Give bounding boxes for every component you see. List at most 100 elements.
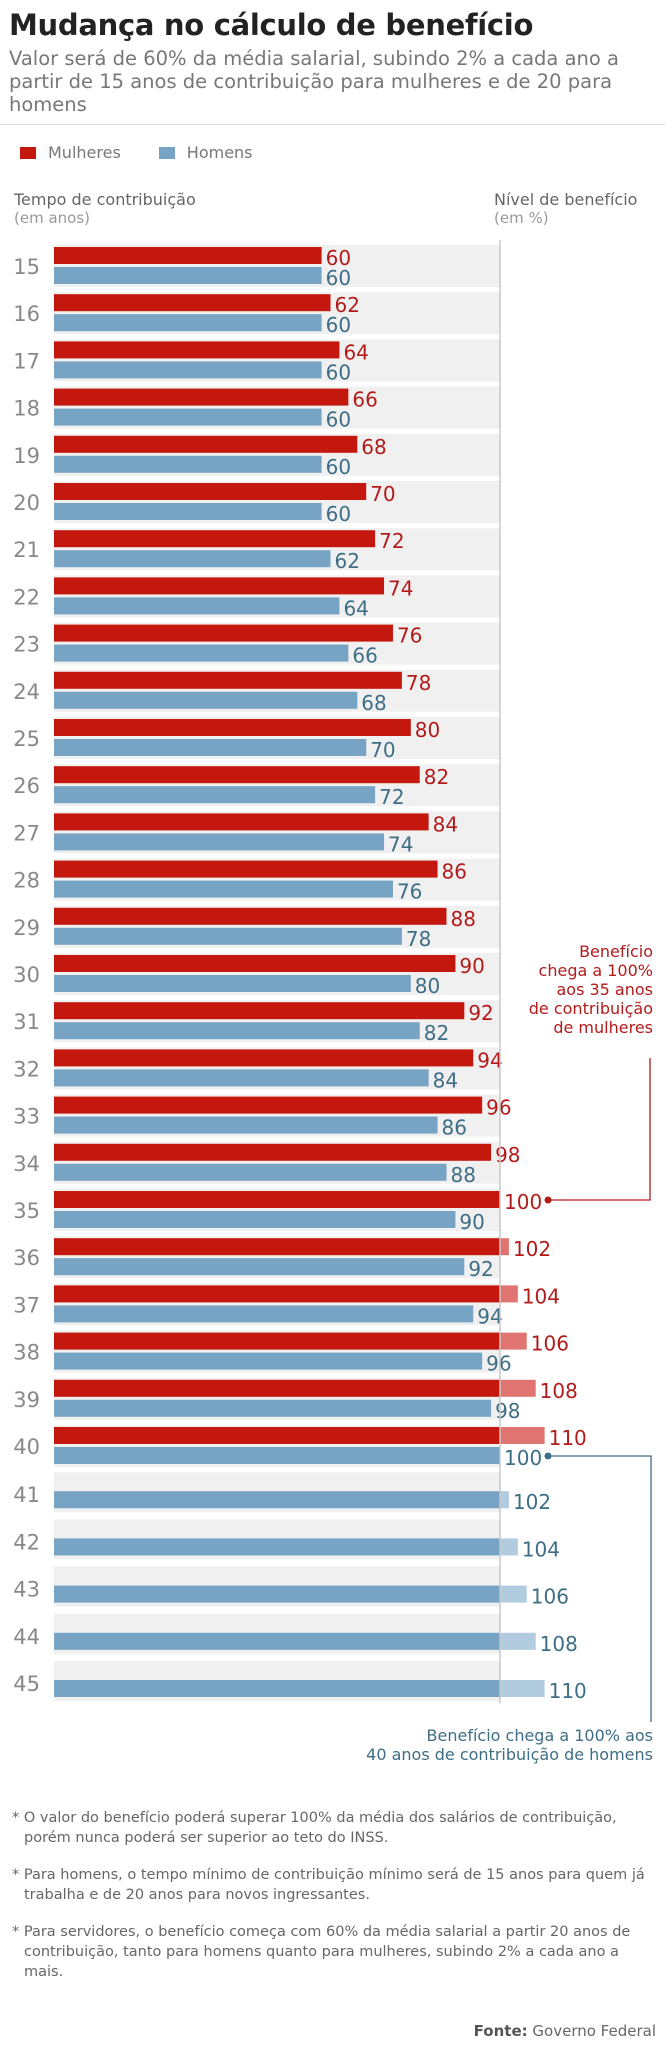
x-axis-title: Nível de benefício (em %) <box>494 190 637 228</box>
y-tick-label: 22 <box>13 585 40 609</box>
y-tick-label: 38 <box>13 1341 40 1365</box>
bar-women <box>54 577 385 595</box>
bar-overflow-men <box>500 1585 527 1603</box>
data-label-men: 62 <box>335 549 360 573</box>
data-label-women: 108 <box>540 1379 578 1403</box>
data-label-men: 78 <box>406 927 431 951</box>
bar-overflow-women <box>500 1379 536 1397</box>
bar-overflow-women <box>500 1427 545 1444</box>
callout-line: Benefício chega a 100% aos <box>426 1726 653 1745</box>
y-tick-label: 37 <box>13 1293 40 1317</box>
bar-men <box>54 503 322 520</box>
data-label-men: 60 <box>326 360 351 384</box>
bar-women <box>54 955 456 972</box>
bar-overflow-women <box>500 1238 509 1256</box>
legend-swatch-women <box>20 146 36 159</box>
bar-women <box>54 341 340 359</box>
legend-label-men: Homens <box>186 143 253 162</box>
data-label-men: 94 <box>477 1304 502 1328</box>
y-tick-label: 16 <box>13 302 40 326</box>
data-label-women: 104 <box>522 1284 560 1308</box>
data-label-men: 106 <box>531 1585 569 1609</box>
footnotes: * O valor do benefício poderá superar 10… <box>12 1808 657 1999</box>
bar-women <box>54 671 402 689</box>
data-label-men: 102 <box>513 1490 551 1514</box>
bar-men <box>54 1491 500 1509</box>
callout-men: Benefício chega a 100% aos 40 anos de con… <box>366 1726 653 1764</box>
bar-overflow-men <box>500 1632 536 1650</box>
data-label-men: 64 <box>343 596 368 620</box>
data-label-men: 60 <box>326 455 351 479</box>
bar-men <box>54 1352 483 1370</box>
y-tick-label: 23 <box>13 633 40 657</box>
data-label-women: 94 <box>477 1048 502 1072</box>
y-tick-label: 30 <box>13 963 40 987</box>
footnote: * O valor do benefício poderá superar 10… <box>12 1810 617 1846</box>
bar-women <box>54 530 376 548</box>
callout-line: 40 anos de contribuição de homens <box>366 1745 653 1764</box>
y-tick-label: 33 <box>13 1105 40 1129</box>
bar-overflow-women <box>500 1332 527 1350</box>
bar-women <box>54 294 331 312</box>
bar-men <box>54 927 402 945</box>
y-tick-label: 25 <box>13 727 40 751</box>
y-tick-label: 15 <box>13 255 40 279</box>
data-label-men: 72 <box>379 785 404 809</box>
bar-men <box>54 739 367 756</box>
legend-label-women: Mulheres <box>48 143 121 162</box>
bar-men <box>54 786 376 804</box>
data-label-women: 90 <box>459 954 484 978</box>
data-label-men: 88 <box>450 1163 475 1187</box>
data-label-men: 110 <box>549 1679 587 1703</box>
data-label-men: 68 <box>361 691 386 715</box>
callout-line: de mulheres <box>553 1018 653 1037</box>
bar-men <box>54 455 322 473</box>
y-tick-label: 17 <box>13 349 40 373</box>
bar-overflow-men <box>500 1538 518 1556</box>
bar-men <box>54 597 340 615</box>
bar-women <box>54 624 393 642</box>
data-label-men: 98 <box>495 1399 520 1423</box>
callout-women: Benefício chega a 100% aos 35 anos de contr… <box>529 942 653 1037</box>
data-label-women: 92 <box>468 1001 493 1025</box>
data-label-men: 76 <box>397 880 422 904</box>
source-value: Governo Federal <box>532 2022 656 2040</box>
data-label-men: 60 <box>326 408 351 432</box>
bar-women <box>54 1096 483 1114</box>
data-label-women: 106 <box>531 1332 569 1356</box>
data-label-women: 76 <box>397 624 422 648</box>
bar-men <box>54 1585 500 1603</box>
legend-item-men: Homens <box>158 143 253 162</box>
y-axis-title-unit: (em anos) <box>14 209 91 227</box>
y-tick-label: 41 <box>13 1483 40 1507</box>
bar-men <box>54 880 393 898</box>
data-label-men: 60 <box>326 266 351 290</box>
bar-men <box>54 361 322 379</box>
legend: Mulheres Homens <box>20 143 291 162</box>
data-label-women: 78 <box>406 671 431 695</box>
y-tick-label: 31 <box>13 1010 40 1034</box>
bar-men <box>54 1632 500 1650</box>
data-label-women: 110 <box>549 1426 587 1450</box>
callout-line: Benefício <box>579 942 653 961</box>
bar-women <box>54 1285 500 1303</box>
data-label-men: 96 <box>486 1352 511 1376</box>
data-label-women: 66 <box>352 388 377 412</box>
data-label-men: 104 <box>522 1537 560 1561</box>
source: Fonte: Governo Federal <box>474 2022 656 2040</box>
data-label-men: 66 <box>352 644 377 668</box>
bar-women <box>54 388 349 406</box>
bar-men <box>54 1022 420 1040</box>
x-axis-title-unit: (em %) <box>494 209 549 227</box>
footnote: * Para homens, o tempo mínimo de contrib… <box>12 1867 645 1903</box>
y-tick-label: 36 <box>13 1246 40 1270</box>
y-tick-label: 32 <box>13 1057 40 1081</box>
y-tick-label: 18 <box>13 397 40 421</box>
bar-women <box>54 1427 500 1444</box>
data-label-women: 80 <box>415 718 440 742</box>
data-label-women: 86 <box>442 860 467 884</box>
y-tick-label: 42 <box>13 1530 40 1554</box>
bar-men <box>54 1447 500 1464</box>
bar-men <box>54 1258 465 1276</box>
data-label-women: 82 <box>424 765 449 789</box>
